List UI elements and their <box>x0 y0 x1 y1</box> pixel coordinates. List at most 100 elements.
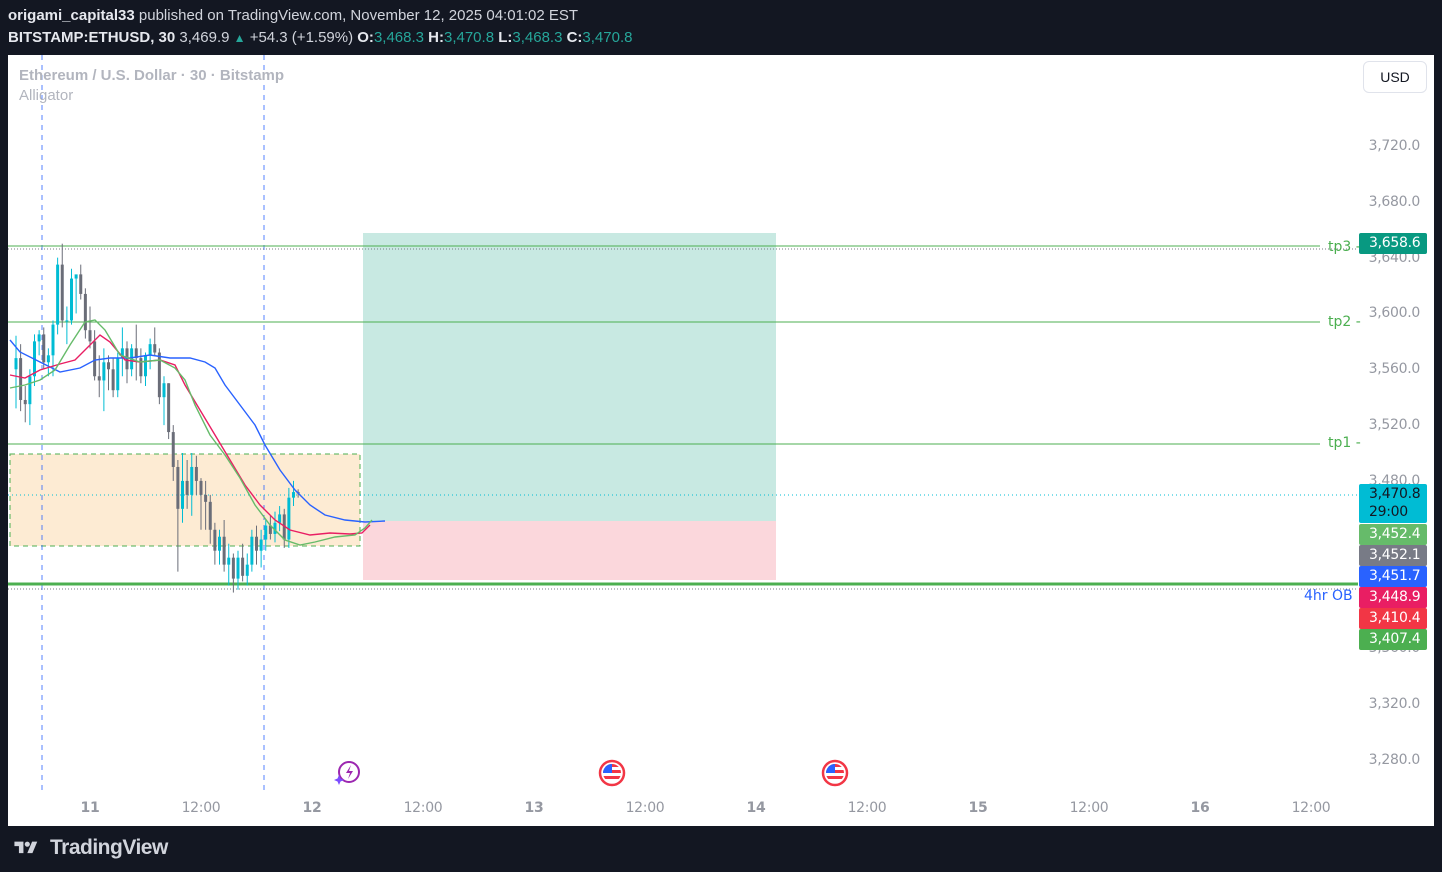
us-flag-icon[interactable] <box>820 758 850 788</box>
us-flag-icon[interactable] <box>597 758 627 788</box>
bull-candle <box>236 557 240 579</box>
bull-candle <box>37 334 41 342</box>
bear-candle <box>157 352 161 398</box>
tp1-label: tp1 - <box>1328 435 1361 451</box>
price-chart-canvas[interactable] <box>8 55 1434 826</box>
time-tick: 12:00 <box>181 800 221 816</box>
price-scale-label: 3,448.9 <box>1359 587 1427 608</box>
chart-pane[interactable]: Ethereum / U.S. Dollar · 30 · Bitstamp A… <box>8 55 1434 826</box>
time-tick: 12:00 <box>403 800 443 816</box>
high-label: H: <box>428 29 444 46</box>
bull-candle <box>116 358 120 391</box>
bull-candle <box>278 514 282 523</box>
published-text: published on TradingView.com, November 1… <box>138 7 579 24</box>
bear-candle <box>255 536 258 551</box>
bear-candle <box>23 399 27 405</box>
price-scale-label: 3,452.4 <box>1359 524 1427 545</box>
symbol-name: BITSTAMP:ETHUSD, 30 <box>8 29 176 46</box>
bear-candle <box>93 341 97 377</box>
bear-candle <box>125 348 129 370</box>
price-scale-label: 3,410.4 <box>1359 608 1427 629</box>
bear-candle <box>208 501 212 530</box>
bull-candle <box>28 376 32 405</box>
bear-candle <box>97 376 101 381</box>
bear-candle <box>60 264 64 321</box>
bear-candle <box>213 529 217 551</box>
bull-candle <box>51 324 55 356</box>
bear-candle <box>194 466 198 481</box>
time-tick: 12:00 <box>625 800 665 816</box>
time-tick: 13 <box>524 800 544 816</box>
tp2-label: tp2 - <box>1328 314 1361 330</box>
bear-candle <box>231 557 235 579</box>
price-scale-label: 3,658.6 <box>1359 233 1427 254</box>
bear-candle <box>139 358 143 377</box>
tradingview-logo[interactable]: TradingView <box>8 836 168 860</box>
time-tick: 16 <box>1190 800 1210 816</box>
bear-candle <box>171 432 175 467</box>
time-tick: 12:00 <box>847 800 887 816</box>
long-position-profit-zone <box>363 233 776 521</box>
bull-candle <box>273 522 277 534</box>
bear-candle <box>88 330 92 342</box>
bull-candle <box>120 348 124 359</box>
alligator-lips-line <box>9 319 373 546</box>
price-tick: 3,560.0 <box>1368 361 1421 378</box>
bear-candle <box>167 383 171 433</box>
bull-candle <box>70 278 73 321</box>
time-tick: 15 <box>968 800 988 816</box>
bear-candle <box>222 536 226 565</box>
bull-candle <box>292 492 295 498</box>
price-scale-label: 3,407.4 <box>1359 629 1427 650</box>
legend-indicator-alligator[interactable]: Alligator <box>19 87 74 104</box>
bull-candle <box>181 480 184 509</box>
bull-candle <box>65 320 69 322</box>
time-tick: 12:00 <box>1069 800 1109 816</box>
brand-name: TradingView <box>50 836 168 859</box>
currency-button[interactable]: USD <box>1363 61 1427 93</box>
bear-candle <box>134 348 138 359</box>
price-tick: 3,720.0 <box>1368 138 1421 154</box>
tp3-label: tp3 - <box>1328 239 1361 255</box>
symbol-info-bar: BITSTAMP:ETHUSD, 30 3,469.9 ▲ +54.3 (+1.… <box>8 29 632 46</box>
price-tick: 3,280.0 <box>1368 752 1421 769</box>
publish-info: origami_capital33 published on TradingVi… <box>8 7 578 24</box>
bull-candle <box>190 466 194 495</box>
price-tick: 3,520.0 <box>1368 417 1421 434</box>
bear-candle <box>107 362 110 370</box>
bull-candle <box>148 344 152 356</box>
up-triangle-icon: ▲ <box>233 31 246 45</box>
alligator-teeth-line <box>9 334 371 536</box>
open-label: O: <box>357 29 374 46</box>
bear-candle <box>176 466 180 509</box>
price-scale-label: 3,452.1 <box>1359 545 1427 566</box>
time-tick: 11 <box>80 800 100 816</box>
bull-candle <box>287 497 291 540</box>
close-label: C: <box>566 29 583 46</box>
bull-candle <box>144 355 147 377</box>
bull-candle <box>46 355 50 363</box>
bull-candle <box>250 536 254 565</box>
bear-candle <box>79 274 83 294</box>
bear-candle <box>19 358 23 400</box>
open-value: 3,468.3 <box>373 29 424 46</box>
legend-title: Ethereum / U.S. Dollar · 30 · Bitstamp <box>19 67 285 84</box>
earnings-flash-icon[interactable] <box>332 758 362 788</box>
price-tick: 3,320.0 <box>1368 696 1421 713</box>
bull-candle <box>218 536 221 551</box>
price-scale-label: 3,470.8 29:00 <box>1359 484 1427 523</box>
last-price: 3,469.9 <box>179 29 230 46</box>
time-tick: 12 <box>302 800 322 816</box>
bull-candle <box>259 539 263 551</box>
long-position-stop-zone <box>363 521 776 580</box>
bull-candle <box>264 525 268 540</box>
bear-candle <box>42 334 46 363</box>
tradingview-logo-icon <box>14 841 38 854</box>
publisher-name[interactable]: origami_capital33 <box>8 7 135 24</box>
low-label: L: <box>498 29 513 46</box>
bear-candle <box>268 525 272 534</box>
time-tick: 14 <box>746 800 766 816</box>
close-value: 3,470.8 <box>582 29 633 46</box>
bear-candle <box>153 344 157 353</box>
price-change: +54.3 (+1.59%) <box>249 29 354 46</box>
